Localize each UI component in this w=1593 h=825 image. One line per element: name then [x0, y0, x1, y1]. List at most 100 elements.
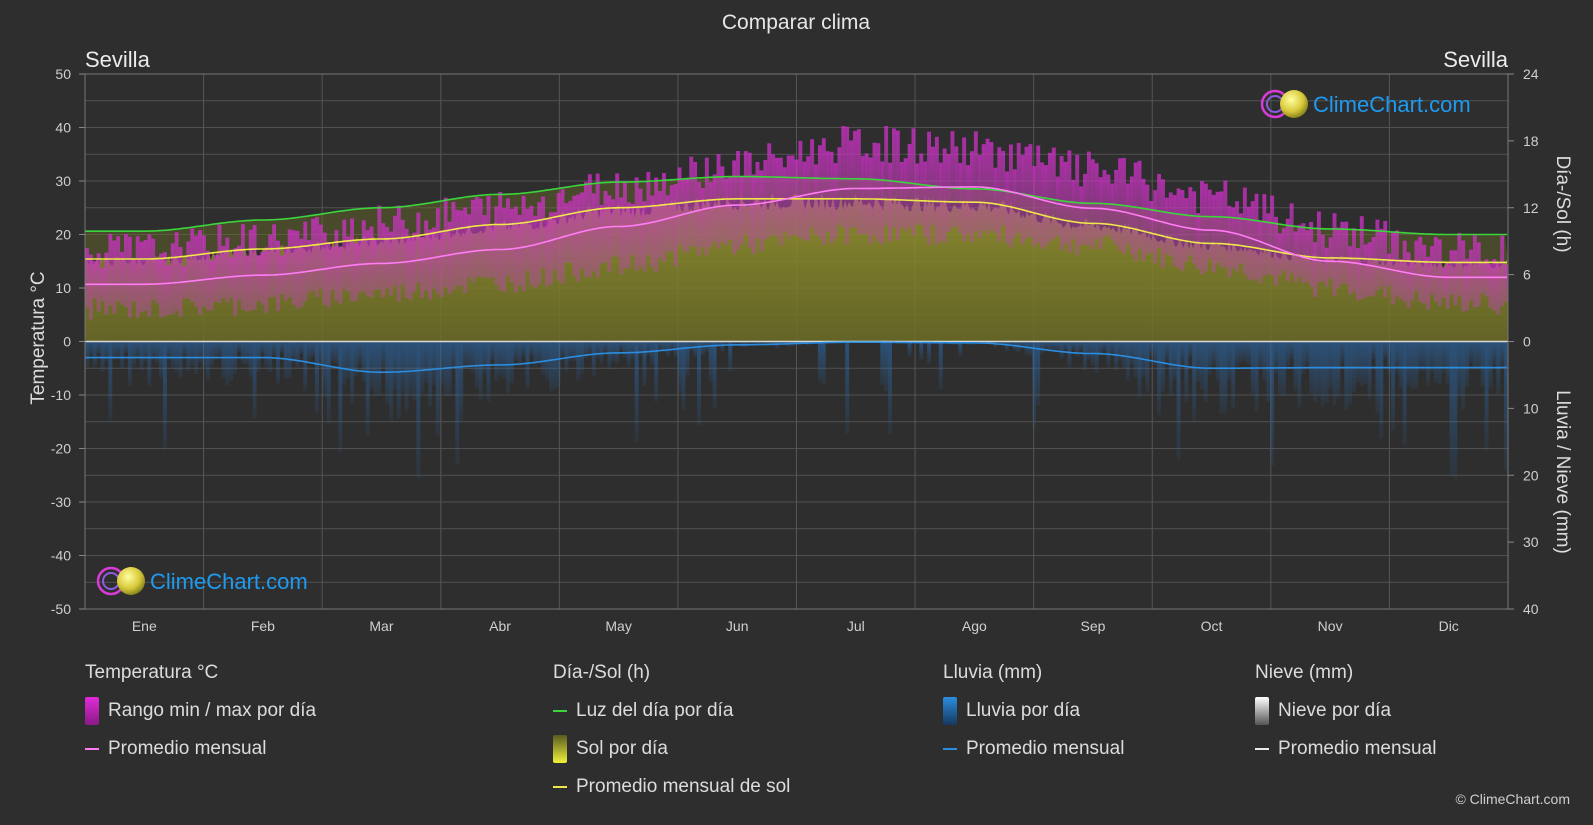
temp-range-day — [205, 250, 210, 311]
temp-range-day — [1391, 232, 1395, 305]
rain-day-bar — [459, 341, 464, 422]
temp-range-day — [1262, 194, 1267, 276]
x-tick-label: Ene — [132, 618, 157, 634]
rain-day-bar — [396, 341, 401, 419]
temp-range-day — [357, 239, 362, 294]
rain-day-bar — [162, 341, 167, 451]
temp-range-day — [685, 178, 690, 253]
rain-day-bar — [1410, 341, 1415, 389]
temp-range-day — [556, 193, 561, 281]
legend-rain-title: Lluvia (mm) — [943, 662, 1043, 683]
rain-day-bar — [1355, 341, 1360, 383]
y-right-hours-tick: 12 — [1523, 200, 1539, 216]
rain-day-bar — [907, 341, 912, 357]
legend-sunshine: Sol por día — [553, 735, 790, 763]
temp-range-day — [1402, 240, 1407, 302]
rain-day-bar — [716, 341, 721, 347]
temp-range-day — [451, 201, 456, 291]
temp-range-day — [755, 162, 760, 239]
rain-day-bar — [720, 341, 725, 352]
temp-range-day — [1426, 256, 1431, 310]
temp-range-day — [743, 151, 748, 235]
temp-range-day — [151, 238, 156, 300]
rain-day-bar — [486, 341, 491, 403]
temp-range-day — [1083, 173, 1087, 246]
rain-day-bar — [1359, 341, 1364, 386]
temp-range-day — [248, 229, 253, 311]
temp-range-day — [1309, 221, 1314, 287]
temp-range-day — [942, 148, 947, 243]
temp-range-day — [439, 230, 444, 298]
legend: Temperatura °C Rango min / max por día P… — [0, 660, 1593, 810]
rain-day-bar — [428, 341, 432, 407]
temp-range-day — [1238, 213, 1243, 265]
temp-range-day — [911, 128, 916, 236]
rain-day-bar — [1145, 341, 1150, 393]
rain-day-bar — [1153, 341, 1158, 366]
temp-range-day — [1410, 260, 1415, 301]
rain-day-bar — [1371, 341, 1376, 360]
rain-day-bar — [1207, 341, 1212, 375]
temp-range-day — [1024, 146, 1029, 239]
temp-range-day — [1125, 183, 1130, 245]
temp-range-day — [1394, 230, 1399, 297]
temp-range-day — [1418, 236, 1423, 303]
rain-day-bar — [1313, 341, 1317, 402]
x-tick-label: Feb — [251, 618, 275, 634]
temp-range-day — [1500, 235, 1505, 307]
temp-range-day — [747, 152, 752, 248]
temp-range-day — [623, 182, 627, 269]
temp-range-day — [716, 154, 721, 249]
temp-range-day — [1164, 197, 1169, 255]
rain-day-bar — [1394, 341, 1399, 374]
rain-day-bar — [763, 341, 768, 344]
y-right-hours-tick: 0 — [1523, 334, 1531, 350]
x-tick-label: Sep — [1080, 618, 1105, 634]
rain-day-bar — [237, 341, 241, 352]
temp-range-day — [377, 205, 382, 290]
rain-day-bar — [1398, 341, 1403, 389]
temp-range-day — [361, 220, 366, 292]
temp-range-day — [1196, 213, 1201, 270]
temp-range-day — [1254, 193, 1259, 279]
temp-range-day — [1090, 159, 1095, 250]
temp-range-day — [771, 154, 776, 235]
temp-range-day — [860, 155, 865, 235]
rain-day-bar — [1036, 341, 1041, 406]
temp-range-day — [1461, 240, 1466, 312]
temp-range-day — [1063, 161, 1068, 244]
rain-day-bar — [1051, 341, 1056, 351]
rain-day-bar — [244, 341, 249, 366]
legend-snow-day-label: Nieve por día — [1278, 700, 1392, 721]
temp-range-day — [1270, 195, 1275, 276]
rain-day-bar — [564, 341, 569, 373]
temp-range-day — [396, 205, 401, 302]
temp-range-day — [1036, 145, 1041, 243]
temp-range-day — [989, 142, 994, 231]
temp-range-day — [1071, 179, 1076, 240]
rain-day-bar — [1484, 341, 1489, 452]
watermark-top: ClimeChart.com — [1260, 89, 1471, 119]
rain-day-bar — [1293, 341, 1298, 391]
snow-avg-swatch — [1255, 748, 1269, 750]
temp-range-day — [350, 218, 355, 302]
temp-range-day — [517, 214, 522, 286]
rain-day-bar — [958, 341, 963, 357]
temp-range-day — [334, 230, 339, 301]
temp-range-day — [315, 217, 319, 298]
rain-day-bar — [1305, 341, 1310, 366]
temp-range-day — [790, 155, 795, 235]
temp-range-day — [1137, 160, 1142, 250]
temp-range-day — [447, 221, 452, 295]
temp-range-day — [985, 138, 990, 234]
rain-day-bar — [96, 341, 101, 354]
temp-range-day — [92, 261, 97, 299]
temp-range-day — [1449, 250, 1454, 295]
temp-range-day — [1250, 201, 1255, 281]
temp-range-day — [704, 157, 709, 256]
climechart-logo-icon — [1260, 89, 1308, 119]
temp-range-day — [548, 212, 553, 285]
temp-range-day — [1079, 186, 1084, 245]
temp-range-day — [373, 239, 378, 290]
legend-temperature: Temperatura °C Rango min / max por día P… — [85, 660, 316, 774]
